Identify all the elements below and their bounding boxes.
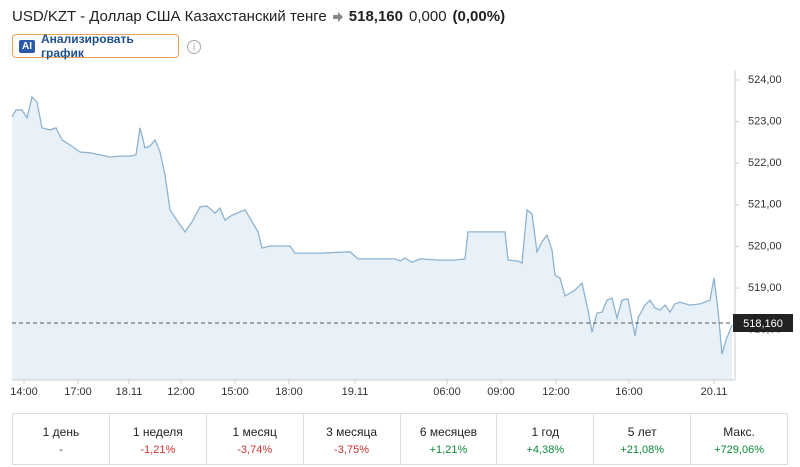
y-tick-label: 520,00	[748, 240, 782, 252]
period-cell[interactable]: Макс. +729,06%	[691, 414, 787, 464]
ai-icon: AI	[19, 39, 35, 53]
period-cell[interactable]: 5 лет +21,08%	[594, 414, 692, 464]
y-tick-label: 524,00	[748, 74, 782, 86]
period-label: 6 месяцев	[419, 425, 478, 439]
period-label: 1 день	[42, 425, 80, 439]
header: USD/KZT - Доллар США Казахстанский тенге…	[12, 8, 505, 25]
period-cell[interactable]: 3 месяца -3,75%	[304, 414, 401, 464]
period-label: 1 неделя	[132, 425, 183, 439]
x-tick-label: 06:00	[433, 386, 461, 398]
title: USD/KZT - Доллар США Казахстанский тенге	[12, 8, 327, 25]
period-label: 3 месяца	[326, 425, 378, 439]
x-tick-label: 19.11	[342, 386, 369, 398]
period-change: -3,74%	[237, 444, 273, 456]
button-label: Анализировать график	[41, 32, 134, 60]
x-tick-label: 15:00	[221, 386, 249, 398]
x-tick-label: 14:00	[10, 386, 38, 398]
x-tick-label: 09:00	[487, 386, 515, 398]
period-change: -3,75%	[334, 444, 369, 456]
x-tick-label: 12:00	[542, 386, 570, 398]
analyze-button[interactable]: AI Анализировать график	[12, 32, 179, 60]
current-price-box	[733, 313, 793, 332]
period-cell[interactable]: 1 год +4,38%	[497, 414, 595, 464]
y-tick-label: 523,00	[748, 116, 782, 128]
x-tick-label: 12:00	[167, 386, 195, 398]
period-change: +1,21%	[429, 444, 468, 456]
period-label: Макс.	[723, 425, 755, 439]
period-change: +4,38%	[526, 444, 565, 456]
x-tick-label: 17:00	[64, 386, 92, 398]
y-tick-label: 519,00	[748, 282, 782, 294]
x-tick-label: 20.11	[701, 386, 728, 398]
y-tick-label: 521,00	[748, 199, 782, 211]
change-pct: (0,00%)	[452, 8, 506, 25]
period-label: 1 месяц	[232, 425, 277, 439]
area-fill	[12, 97, 732, 381]
period-change: -1,21%	[140, 444, 176, 456]
period-change: +729,06%	[714, 444, 764, 456]
info-icon[interactable]: i	[187, 40, 201, 54]
period-cell[interactable]: 6 месяцев +1,21%	[401, 414, 498, 464]
change: 0,000	[409, 8, 447, 25]
y-tick-label: 522,00	[748, 157, 782, 169]
current-price-label: 518,160	[743, 318, 783, 330]
period-change: +21,08%	[620, 444, 665, 456]
chart: Investing.com518,00519,00520,00521,00522…	[10, 70, 793, 398]
x-tick-label: 18:00	[275, 386, 303, 398]
period-label: 5 лет	[627, 425, 657, 439]
price: 518,160	[348, 8, 403, 25]
period-cell[interactable]: 1 месяц -3,74%	[207, 414, 304, 464]
periods-table: 1 день - 1 неделя -1,21% 1 месяц -3,74% 3 меся…	[12, 413, 788, 465]
x-tick-label: 18.11	[116, 386, 143, 398]
period-label: 1 год	[531, 425, 560, 439]
x-tick-label: 16:00	[615, 386, 643, 398]
period-cell[interactable]: 1 день -	[13, 414, 110, 464]
period-change: -	[59, 444, 63, 456]
period-cell[interactable]: 1 неделя -1,21%	[110, 414, 207, 464]
arrow-icon	[332, 11, 343, 22]
price-line	[11, 95, 733, 355]
